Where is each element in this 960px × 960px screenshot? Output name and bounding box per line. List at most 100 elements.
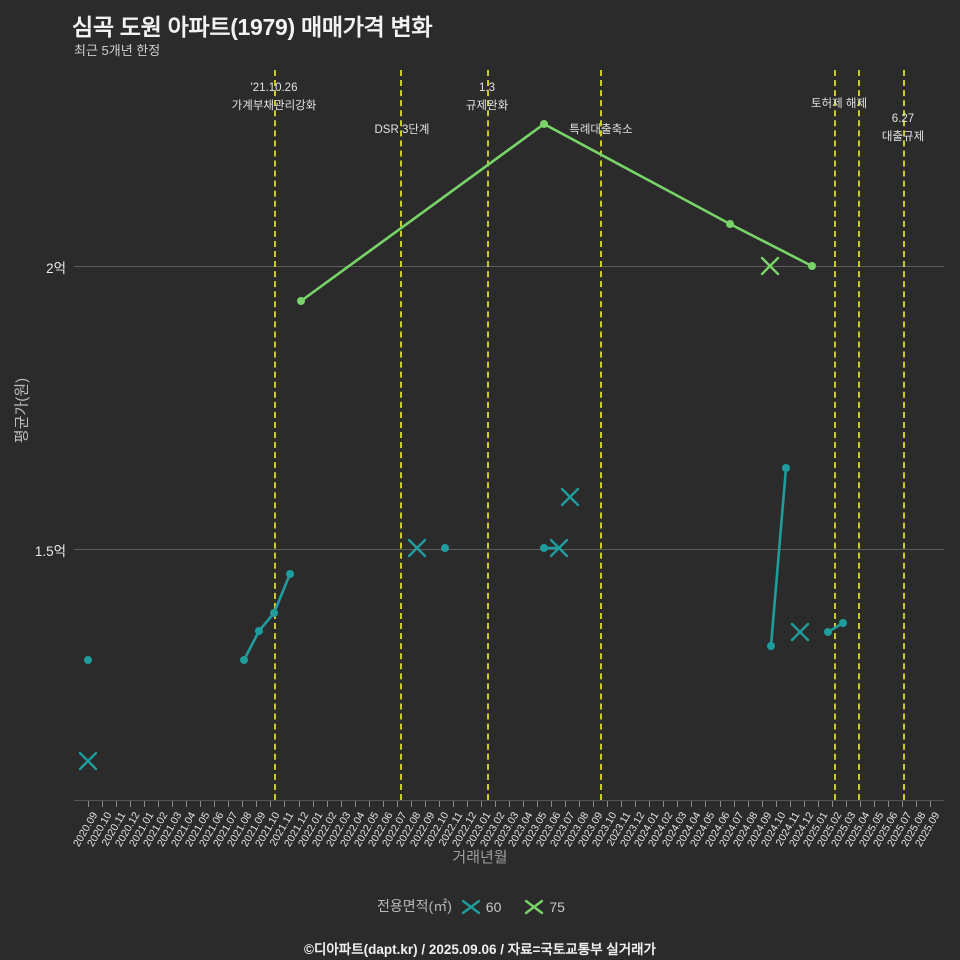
event-vline xyxy=(600,70,602,800)
data-point-dot xyxy=(255,627,263,635)
data-point-x-marker xyxy=(790,622,810,642)
series-75 xyxy=(297,120,816,305)
x-axis-tick xyxy=(130,801,132,807)
x-axis-tick xyxy=(340,801,342,807)
legend-label: 60 xyxy=(485,898,502,915)
legend-item-60[interactable]: 60 xyxy=(456,898,520,915)
x-axis-tick xyxy=(565,801,567,807)
x-axis-tick xyxy=(747,801,749,807)
data-point-x-marker xyxy=(560,487,580,507)
legend-title: 전용면적(㎡) xyxy=(377,898,452,914)
x-axis-tick xyxy=(284,801,286,807)
x-axis-tick xyxy=(789,801,791,807)
data-point-dot xyxy=(441,544,449,552)
data-point-dot xyxy=(839,619,847,627)
event-annotation: DSR 3단계 xyxy=(292,118,512,137)
x-axis-tick xyxy=(116,801,118,807)
data-point-x-marker xyxy=(407,538,427,558)
x-axis-tick xyxy=(424,801,426,807)
event-annotation: 토허제 해제 xyxy=(729,92,949,111)
x-axis-tick xyxy=(396,801,398,807)
footer-credit: ©디아파트(dapt.kr) / 2025.09.06 / 자료=국토교통부 실… xyxy=(304,942,656,957)
data-point-dot xyxy=(84,656,92,664)
event-vline xyxy=(834,70,836,800)
data-point-x-marker xyxy=(760,256,780,276)
x-axis-tick xyxy=(410,801,412,807)
x-axis-tick xyxy=(509,801,510,807)
x-axis-tick xyxy=(930,801,931,807)
x-axis-tick xyxy=(172,801,174,807)
data-point-dot xyxy=(297,297,305,305)
gridline xyxy=(74,549,944,550)
x-axis-tick xyxy=(579,801,581,807)
series-line xyxy=(242,572,292,662)
y-axis-tick-label: 2억 xyxy=(46,261,66,276)
data-point-dot xyxy=(808,262,816,270)
event-annotation-label: 규제완화 xyxy=(465,100,509,112)
x-axis-tick xyxy=(158,801,160,807)
event-annotation-label: DSR 3단계 xyxy=(374,124,430,136)
data-point-dot xyxy=(540,544,548,552)
event-annotation: '21.10.26 가계부채관리강화 xyxy=(164,82,384,113)
x-axis-tick xyxy=(691,801,693,807)
x-axis-tick xyxy=(551,801,553,807)
event-vline xyxy=(274,70,276,800)
data-point-dot xyxy=(540,120,548,128)
x-axis-tick xyxy=(677,801,679,807)
x-axis-tick xyxy=(817,801,819,807)
page-title: 심곡 도원 아파트(1979) 매매가격 변화 xyxy=(72,14,433,40)
x-axis-tick xyxy=(887,801,889,807)
x-axis-tick xyxy=(663,801,665,807)
x-axis-tick xyxy=(803,801,805,807)
data-point-dot xyxy=(726,220,734,228)
event-annotation: 1.3 규제완화 xyxy=(377,82,597,113)
x-axis-tick xyxy=(621,801,623,807)
x-axis-tick xyxy=(635,801,637,807)
x-axis-tick xyxy=(466,801,468,807)
legend-item-75[interactable]: 75 xyxy=(519,898,583,915)
data-point-x-marker xyxy=(549,538,569,558)
data-point-x-marker xyxy=(78,751,98,771)
event-annotation-date: '21.10.26 xyxy=(250,82,298,94)
event-vline xyxy=(400,70,402,800)
x-axis-tick xyxy=(523,801,525,807)
x-axis-tick xyxy=(831,801,833,807)
x-axis-tick xyxy=(775,801,777,807)
x-axis-tick xyxy=(228,801,230,807)
x-axis-tick xyxy=(845,801,847,807)
x-axis-tick xyxy=(144,801,146,807)
event-annotation-date: 6.27 xyxy=(891,113,915,125)
x-axis-tick xyxy=(354,801,356,807)
data-point-dot xyxy=(824,628,832,636)
x-axis-tick xyxy=(452,801,454,807)
legend: 전용면적(㎡) 60 75 xyxy=(0,896,960,916)
event-annotation: 6.27 대출규제 xyxy=(793,113,960,144)
data-point-dot xyxy=(270,609,278,617)
event-annotation-label: 대출규제 xyxy=(881,131,925,143)
x-axis-tick xyxy=(607,801,609,807)
x-axis-tick xyxy=(88,801,89,807)
page-subtitle: 최근 5개년 한정 xyxy=(74,43,161,58)
event-vline xyxy=(487,70,489,800)
series-60 xyxy=(78,464,847,771)
x-axis-tick xyxy=(537,801,539,807)
x-axis-line xyxy=(74,800,944,801)
event-annotation-date: 1.3 xyxy=(479,82,495,94)
legend-label: 75 xyxy=(549,898,565,915)
x-axis-tick xyxy=(298,801,300,807)
x-axis-tick xyxy=(102,801,104,807)
data-point-dot xyxy=(782,464,790,472)
legend-x-marker-icon xyxy=(525,899,544,915)
event-annotation-label: 토허제 해제 xyxy=(810,98,868,110)
series-line xyxy=(299,122,814,303)
series-line xyxy=(769,466,788,648)
x-axis-tick xyxy=(873,801,875,807)
x-axis-tick xyxy=(494,801,496,807)
x-axis-title: 거래년월 xyxy=(452,849,508,866)
event-vline xyxy=(903,70,905,800)
x-axis-tick xyxy=(186,801,188,807)
x-axis-tick xyxy=(326,801,328,807)
x-axis-tick xyxy=(593,801,595,807)
x-axis-tick xyxy=(242,801,244,807)
